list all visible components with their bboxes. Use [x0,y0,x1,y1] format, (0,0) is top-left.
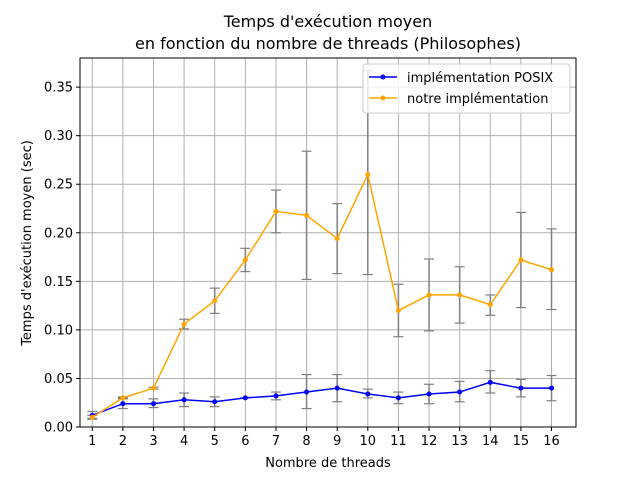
legend-frame [362,63,571,114]
x-tick-label: 3 [149,434,157,449]
x-tick-label: 11 [390,434,407,449]
y-tick-label: 0.20 [44,226,73,241]
x-axis-label: Nombre de threads [265,456,391,471]
x-tick-label: 6 [241,434,249,449]
data-point-notre [487,302,493,308]
data-point-notre [242,257,248,263]
chart-title-line1: Temps d'exécution moyen [223,12,433,31]
data-point-posix [334,385,340,391]
data-point-notre [365,172,371,178]
plot-area-frame [79,57,577,428]
data-point-notre [181,321,187,327]
y-tick-label: 0.10 [44,323,73,338]
data-point-notre [89,414,95,420]
y-axis-ticks: 0.00 0.05 0.10 0.15 0.20 0.25 0.30 0.35 [44,81,80,436]
data-point-posix [181,397,187,403]
y-tick-label: 0.25 [44,178,73,193]
data-point-notre [304,212,310,218]
data-point-notre [273,208,279,214]
x-tick-label: 7 [272,434,280,449]
data-point-posix [426,391,432,397]
legend-marker-posix [380,74,386,80]
y-tick-label: 0.05 [44,372,73,387]
data-point-notre [518,257,524,263]
x-axis-ticks: 1 2 3 4 5 6 7 8 9 10 11 12 13 14 15 16 [88,427,560,449]
y-tick-label: 0.35 [44,81,73,96]
data-point-notre [549,267,555,273]
x-tick-label: 14 [482,434,499,449]
data-point-notre [426,292,432,298]
data-point-notre [457,292,463,298]
data-point-posix [150,401,156,407]
x-tick-label: 16 [543,434,560,449]
x-tick-label: 15 [513,434,530,449]
y-tick-label: 0.00 [44,421,73,436]
grid-lines [80,58,576,428]
data-point-posix [395,395,401,401]
x-tick-label: 5 [211,434,219,449]
x-tick-label: 8 [302,434,310,449]
data-point-notre [212,298,218,304]
data-point-posix [365,391,371,397]
chart-title-line2: en fonction du nombre de threads (Philos… [135,34,521,53]
legend-label-posix: implémentation POSIX [407,71,553,86]
data-point-notre [120,395,126,401]
y-tick-label: 0.30 [44,129,73,144]
x-tick-label: 12 [421,434,438,449]
data-point-posix [304,389,310,395]
y-tick-label: 0.15 [44,275,73,290]
x-tick-label: 1 [88,434,96,449]
x-tick-label: 2 [119,434,127,449]
series-line-posix [91,381,552,417]
chart-title: Temps d'exécution moyen en fonction du n… [135,12,521,53]
x-tick-label: 4 [180,434,188,449]
x-tick-label: 13 [451,434,468,449]
series-lines [89,172,555,420]
legend-label-notre: notre implémentation [407,92,548,107]
data-point-posix [242,395,248,401]
data-point-posix [518,385,524,391]
series-line-notre [91,172,552,418]
data-point-posix [487,379,493,385]
y-axis-label: Temps d'exécution moyen (sec) [20,140,35,347]
x-tick-label: 10 [360,434,377,449]
data-point-posix [549,385,555,391]
error-bars [87,70,557,420]
data-point-posix [120,401,126,407]
data-point-posix [457,389,463,395]
data-point-notre [395,307,401,313]
x-tick-label: 9 [333,434,341,449]
legend: implémentation POSIX notre implémentatio… [362,63,571,114]
data-point-notre [334,236,340,242]
legend-marker-notre [380,95,386,101]
data-point-posix [273,393,279,399]
data-point-posix [212,399,218,405]
data-point-notre [150,385,156,391]
